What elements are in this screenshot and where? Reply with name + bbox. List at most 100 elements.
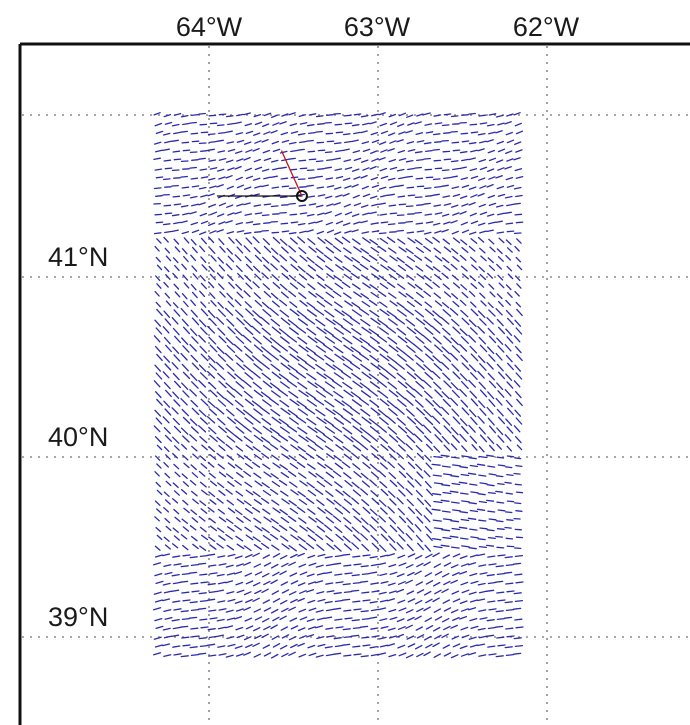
velocity-vector <box>460 380 469 390</box>
velocity-vector <box>405 220 413 223</box>
velocity-vector <box>468 379 476 388</box>
velocity-vector <box>443 562 452 567</box>
velocity-vector <box>424 572 433 577</box>
velocity-vector <box>370 516 379 524</box>
velocity-vector <box>244 326 254 336</box>
velocity-vector <box>207 281 215 289</box>
velocity-vector <box>495 535 504 538</box>
velocity-vector <box>469 644 478 648</box>
velocity-vector <box>512 652 522 655</box>
velocity-vector <box>324 336 336 344</box>
velocity-vector <box>333 345 344 354</box>
velocity-vector <box>208 265 215 273</box>
velocity-vector <box>154 455 161 461</box>
velocity-vector <box>163 355 171 363</box>
velocity-vector <box>477 493 486 496</box>
velocity-vector <box>495 397 503 406</box>
velocity-vector <box>478 177 486 181</box>
velocity-vector <box>360 408 371 417</box>
velocity-vector <box>190 399 199 408</box>
velocity-vector <box>386 370 396 379</box>
velocity-vector <box>297 336 308 345</box>
velocity-vector <box>343 159 352 163</box>
velocity-vector <box>488 335 497 344</box>
velocity-vector <box>452 282 461 289</box>
velocity-vector <box>370 563 380 567</box>
velocity-vector <box>476 463 486 466</box>
velocity-vector <box>235 626 244 631</box>
velocity-vector <box>423 364 433 373</box>
velocity-vector <box>467 472 477 475</box>
velocity-vector <box>513 202 521 205</box>
velocity-vector <box>441 510 451 513</box>
velocity-vector <box>317 212 325 216</box>
velocity-vector <box>433 482 444 485</box>
velocity-vector <box>515 417 523 425</box>
velocity-vector <box>397 425 408 434</box>
velocity-vector <box>208 203 217 208</box>
velocity-vector <box>218 380 227 389</box>
velocity-vector <box>506 203 514 207</box>
velocity-vector <box>290 553 298 559</box>
velocity-vector <box>341 236 351 244</box>
velocity-vector <box>324 151 333 154</box>
velocity-vector <box>243 202 251 206</box>
velocity-vector <box>423 409 433 418</box>
velocity-vector <box>351 124 360 127</box>
velocity-vector <box>252 461 261 468</box>
velocity-vector <box>507 273 514 280</box>
velocity-vector <box>209 544 217 550</box>
velocity-vector <box>174 291 181 298</box>
velocity-vector <box>362 599 371 602</box>
velocity-vector <box>351 354 363 362</box>
velocity-vector <box>298 453 308 461</box>
velocity-vector <box>165 255 172 262</box>
velocity-vector <box>406 498 414 507</box>
velocity-vector <box>496 140 505 145</box>
velocity-vector <box>315 292 324 300</box>
velocity-vector <box>515 175 524 179</box>
velocity-vector <box>217 327 226 336</box>
velocity-vector <box>226 231 235 235</box>
velocity-vector <box>253 204 262 207</box>
velocity-vector <box>315 318 326 327</box>
velocity-vector <box>334 526 343 534</box>
velocity-vector <box>361 636 370 639</box>
velocity-vector <box>380 175 389 180</box>
velocity-vector <box>359 337 370 345</box>
velocity-vector <box>189 195 198 199</box>
velocity-vector <box>478 545 488 549</box>
velocity-vector <box>305 272 315 280</box>
velocity-vector <box>487 149 496 154</box>
velocity-vector <box>496 636 505 639</box>
velocity-vector <box>487 436 495 445</box>
velocity-vector <box>171 618 180 622</box>
velocity-vector <box>389 453 397 461</box>
velocity-vector <box>488 473 497 476</box>
velocity-vector <box>307 425 318 434</box>
velocity-vector <box>217 308 226 318</box>
velocity-vector <box>496 248 503 255</box>
velocity-vector <box>163 536 170 542</box>
velocity-vector <box>297 381 308 390</box>
velocity-vector <box>405 159 414 163</box>
velocity-vector <box>468 142 477 145</box>
velocity-vector <box>287 380 298 388</box>
velocity-vector <box>334 212 342 217</box>
velocity-vector <box>423 345 433 354</box>
velocity-vector <box>288 591 297 596</box>
velocity-vector <box>216 316 225 325</box>
velocity-vector <box>317 282 326 289</box>
velocity-vector <box>468 334 477 343</box>
velocity-vector <box>506 230 515 233</box>
velocity-vector <box>307 508 316 515</box>
velocity-vector <box>352 335 363 344</box>
velocity-vector <box>415 336 425 344</box>
velocity-vector <box>189 343 197 352</box>
velocity-vector <box>316 480 326 488</box>
velocity-vector <box>296 325 307 334</box>
velocity-vector <box>163 336 171 345</box>
velocity-vector <box>261 301 270 309</box>
velocity-vector <box>253 472 262 479</box>
velocity-vector <box>155 275 161 282</box>
